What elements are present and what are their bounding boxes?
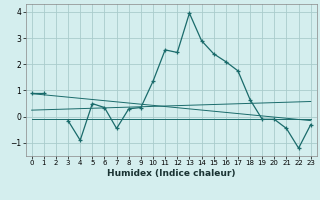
X-axis label: Humidex (Indice chaleur): Humidex (Indice chaleur) [107,169,236,178]
